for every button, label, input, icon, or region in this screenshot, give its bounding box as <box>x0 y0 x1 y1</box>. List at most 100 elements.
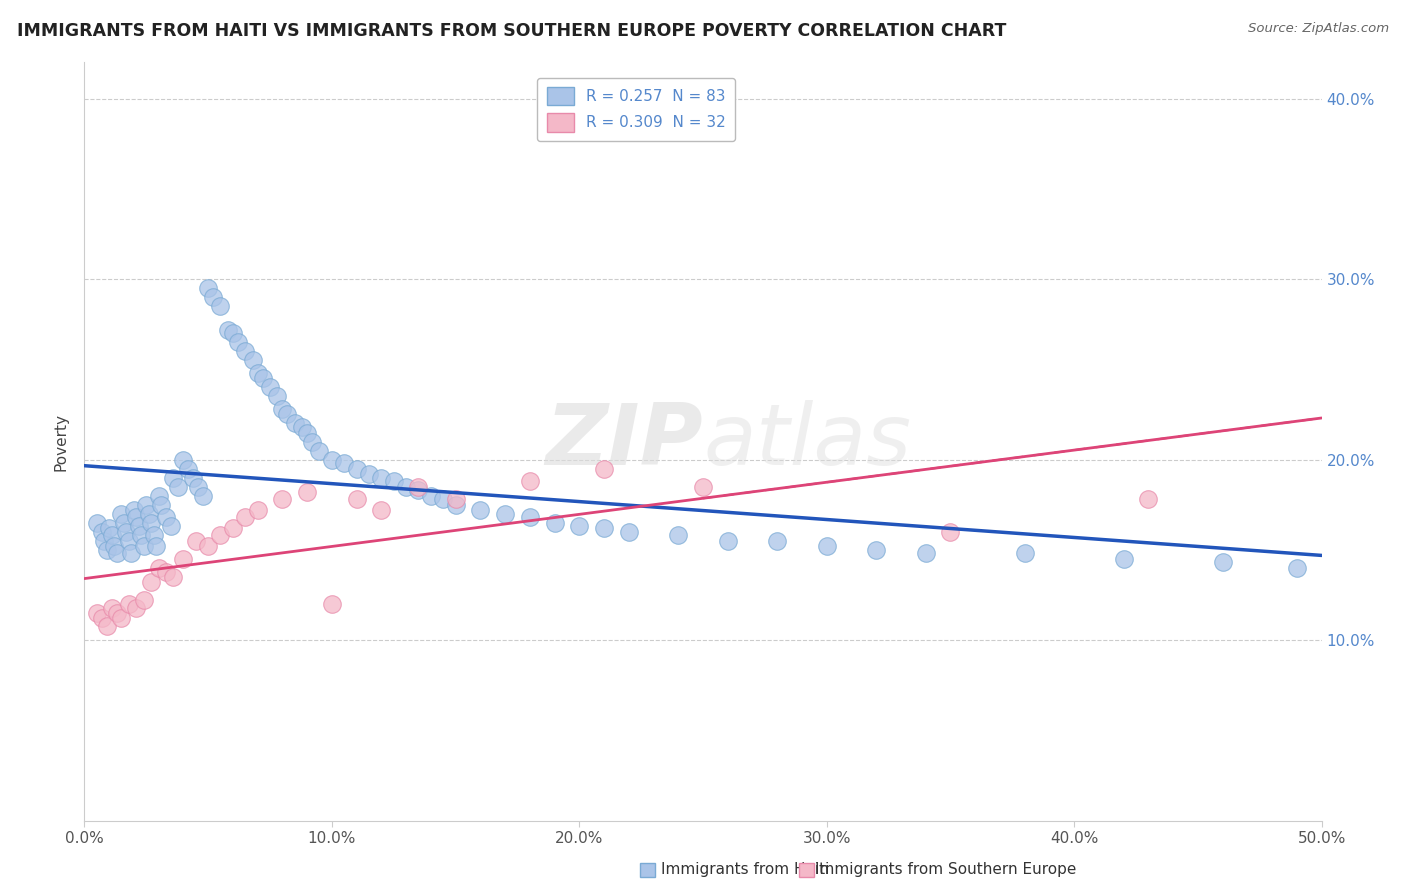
Point <box>132 539 155 553</box>
Point <box>155 510 177 524</box>
Point <box>395 480 418 494</box>
Point <box>419 489 441 503</box>
Point <box>142 528 165 542</box>
Point <box>118 597 141 611</box>
Point <box>103 539 125 553</box>
Legend: R = 0.257  N = 83, R = 0.309  N = 32: R = 0.257 N = 83, R = 0.309 N = 32 <box>537 78 735 141</box>
Point <box>666 528 689 542</box>
Text: Immigrants from Southern Europe: Immigrants from Southern Europe <box>815 863 1077 877</box>
Text: ZIP: ZIP <box>546 400 703 483</box>
Y-axis label: Poverty: Poverty <box>53 412 69 471</box>
Point <box>138 507 160 521</box>
Point <box>271 492 294 507</box>
Point <box>222 521 245 535</box>
Point <box>209 528 232 542</box>
Point <box>233 344 256 359</box>
Point <box>105 546 128 560</box>
Point <box>98 521 121 535</box>
Point <box>122 503 145 517</box>
Point <box>160 519 183 533</box>
Point <box>202 290 225 304</box>
Point <box>197 539 219 553</box>
Point <box>357 467 380 481</box>
Point <box>125 600 148 615</box>
Point <box>246 503 269 517</box>
Point <box>209 299 232 313</box>
Point <box>593 461 616 475</box>
Point <box>444 498 467 512</box>
Text: atlas: atlas <box>703 400 911 483</box>
Point <box>115 524 138 539</box>
Point <box>321 452 343 467</box>
Text: IMMIGRANTS FROM HAITI VS IMMIGRANTS FROM SOUTHERN EUROPE POVERTY CORRELATION CHA: IMMIGRANTS FROM HAITI VS IMMIGRANTS FROM… <box>17 22 1007 40</box>
Point <box>118 533 141 548</box>
Point <box>1137 492 1160 507</box>
Point <box>333 456 356 470</box>
Point <box>519 475 541 489</box>
Point <box>110 611 132 625</box>
Point <box>148 561 170 575</box>
Point <box>370 503 392 517</box>
Point <box>100 600 122 615</box>
Point <box>266 389 288 403</box>
Point <box>252 371 274 385</box>
Point <box>370 470 392 484</box>
Point <box>222 326 245 341</box>
Text: Source: ZipAtlas.com: Source: ZipAtlas.com <box>1249 22 1389 36</box>
Point <box>96 542 118 557</box>
Point <box>132 593 155 607</box>
Point <box>271 402 294 417</box>
Point <box>177 461 200 475</box>
Point <box>593 521 616 535</box>
Point <box>291 420 314 434</box>
Point <box>568 519 591 533</box>
Point <box>543 516 565 530</box>
Point <box>93 533 115 548</box>
Point <box>145 539 167 553</box>
Point <box>692 480 714 494</box>
Point <box>120 546 142 560</box>
Point <box>217 323 239 337</box>
Point <box>242 353 264 368</box>
Point <box>162 470 184 484</box>
Point <box>346 461 368 475</box>
Point <box>105 606 128 620</box>
Point <box>86 516 108 530</box>
Text: Immigrants from Haiti: Immigrants from Haiti <box>661 863 830 877</box>
Point <box>135 498 157 512</box>
Point <box>246 366 269 380</box>
Point <box>150 498 173 512</box>
Point <box>112 516 135 530</box>
Point <box>187 480 209 494</box>
Point <box>155 565 177 579</box>
Point <box>197 281 219 295</box>
Point <box>226 335 249 350</box>
Point <box>295 425 318 440</box>
Point <box>865 542 887 557</box>
Point <box>815 539 838 553</box>
Point <box>914 546 936 560</box>
Point <box>617 524 640 539</box>
Point <box>172 452 194 467</box>
Point <box>301 434 323 449</box>
Point <box>128 519 150 533</box>
Point <box>141 575 163 590</box>
Point <box>233 510 256 524</box>
Point <box>191 489 214 503</box>
Point <box>259 380 281 394</box>
Point <box>96 618 118 632</box>
Point <box>470 503 492 517</box>
Point <box>321 597 343 611</box>
Point <box>519 510 541 524</box>
Point <box>432 492 454 507</box>
Point <box>162 570 184 584</box>
Point <box>1285 561 1308 575</box>
Point <box>1112 552 1135 566</box>
Point <box>766 533 789 548</box>
Point <box>148 489 170 503</box>
Point <box>167 480 190 494</box>
Point <box>184 533 207 548</box>
Point <box>308 443 330 458</box>
Point <box>295 485 318 500</box>
Point <box>110 507 132 521</box>
